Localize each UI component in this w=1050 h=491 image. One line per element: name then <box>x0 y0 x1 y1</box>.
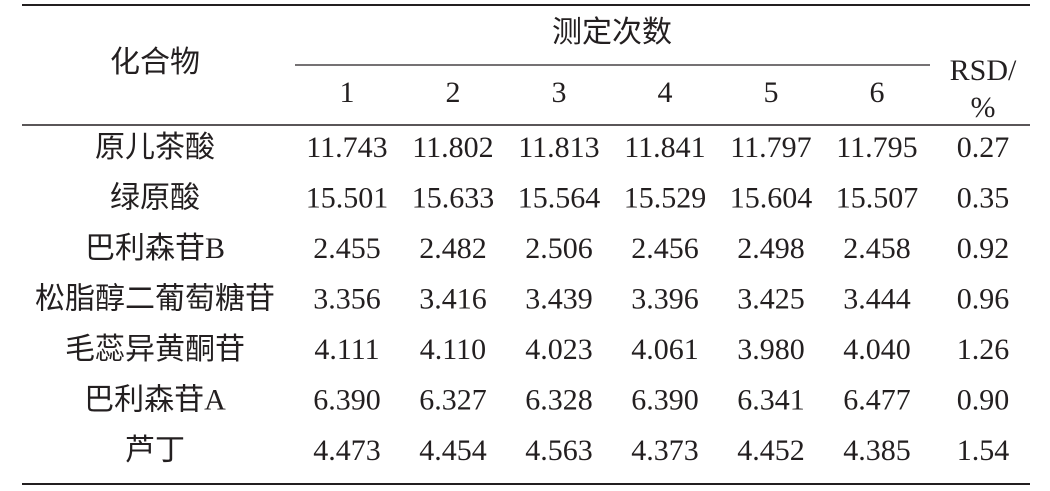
cell-value: 0.92 <box>957 232 1010 265</box>
cell-value: 15.529 <box>624 181 707 214</box>
cell-value: 6.341 <box>737 383 805 416</box>
cell-value: 0.96 <box>957 282 1010 315</box>
cell-value: 3.439 <box>525 282 593 315</box>
cell-value: 4.023 <box>525 333 593 366</box>
compound-name: 原儿茶酸 <box>95 131 215 164</box>
run-header: 3 <box>552 76 567 109</box>
compound-name: 芦丁 <box>125 434 185 467</box>
cell-value: 6.390 <box>313 383 381 416</box>
cell-value: 1.26 <box>957 333 1010 366</box>
cell-value: 0.90 <box>957 383 1010 416</box>
cell-value: 4.061 <box>631 333 699 366</box>
cell-value: 0.35 <box>957 181 1010 214</box>
cell-value: 15.501 <box>306 181 389 214</box>
compound-name: 松脂醇二葡萄糖苷 <box>35 282 275 315</box>
cell-value: 4.040 <box>843 333 911 366</box>
cell-value: 11.797 <box>730 131 811 164</box>
run-header: 6 <box>870 76 885 109</box>
run-header: 5 <box>764 76 779 109</box>
cell-value: 3.444 <box>843 282 911 315</box>
cell-value: 15.564 <box>518 181 601 214</box>
run-header: 4 <box>658 76 673 109</box>
cell-value: 2.456 <box>631 232 699 265</box>
cell-value: 6.328 <box>525 383 593 416</box>
cell-value: 2.482 <box>419 232 487 265</box>
cell-value: 3.980 <box>737 333 805 366</box>
cell-value: 6.390 <box>631 383 699 416</box>
cell-value: 0.27 <box>957 131 1010 164</box>
cell-value: 4.563 <box>525 434 593 467</box>
cell-value: 11.802 <box>412 131 493 164</box>
run-header: 2 <box>446 76 461 109</box>
cell-value: 6.477 <box>843 383 911 416</box>
cell-value: 2.506 <box>525 232 593 265</box>
cell-value: 4.373 <box>631 434 699 467</box>
cell-value: 15.633 <box>412 181 495 214</box>
cell-value: 4.454 <box>419 434 487 467</box>
cell-value: 3.425 <box>737 282 805 315</box>
cell-value: 4.111 <box>314 333 379 366</box>
cell-value: 2.458 <box>843 232 911 265</box>
cell-value: 4.452 <box>737 434 805 467</box>
group-header: 测定次数 <box>552 16 672 49</box>
compound-name: 毛蕊异黄酮苷 <box>65 333 245 366</box>
rsd-header: % <box>971 91 996 124</box>
run-header: 1 <box>340 76 355 109</box>
cell-value: 6.327 <box>419 383 487 416</box>
cell-value: 2.498 <box>737 232 805 265</box>
cell-value: 1.54 <box>957 434 1010 467</box>
rsd-header: RSD/ <box>950 54 1017 87</box>
cell-value: 4.473 <box>313 434 381 467</box>
cell-value: 2.455 <box>313 232 381 265</box>
compound-name: 巴利森苷B <box>85 232 225 265</box>
cell-value: 3.356 <box>313 282 381 315</box>
cell-value: 3.416 <box>419 282 487 315</box>
compound-name: 绿原酸 <box>110 181 200 214</box>
cell-value: 4.385 <box>843 434 911 467</box>
cell-value: 11.813 <box>518 131 599 164</box>
cell-value: 3.396 <box>631 282 699 315</box>
cell-value: 11.841 <box>624 131 705 164</box>
cell-value: 4.110 <box>420 333 486 366</box>
cell-value: 15.604 <box>730 181 813 214</box>
cell-value: 15.507 <box>836 181 919 214</box>
cell-value: 11.743 <box>306 131 387 164</box>
compound-name: 巴利森苷A <box>84 383 226 416</box>
cell-value: 11.795 <box>836 131 917 164</box>
compound-header: 化合物 <box>110 46 200 79</box>
